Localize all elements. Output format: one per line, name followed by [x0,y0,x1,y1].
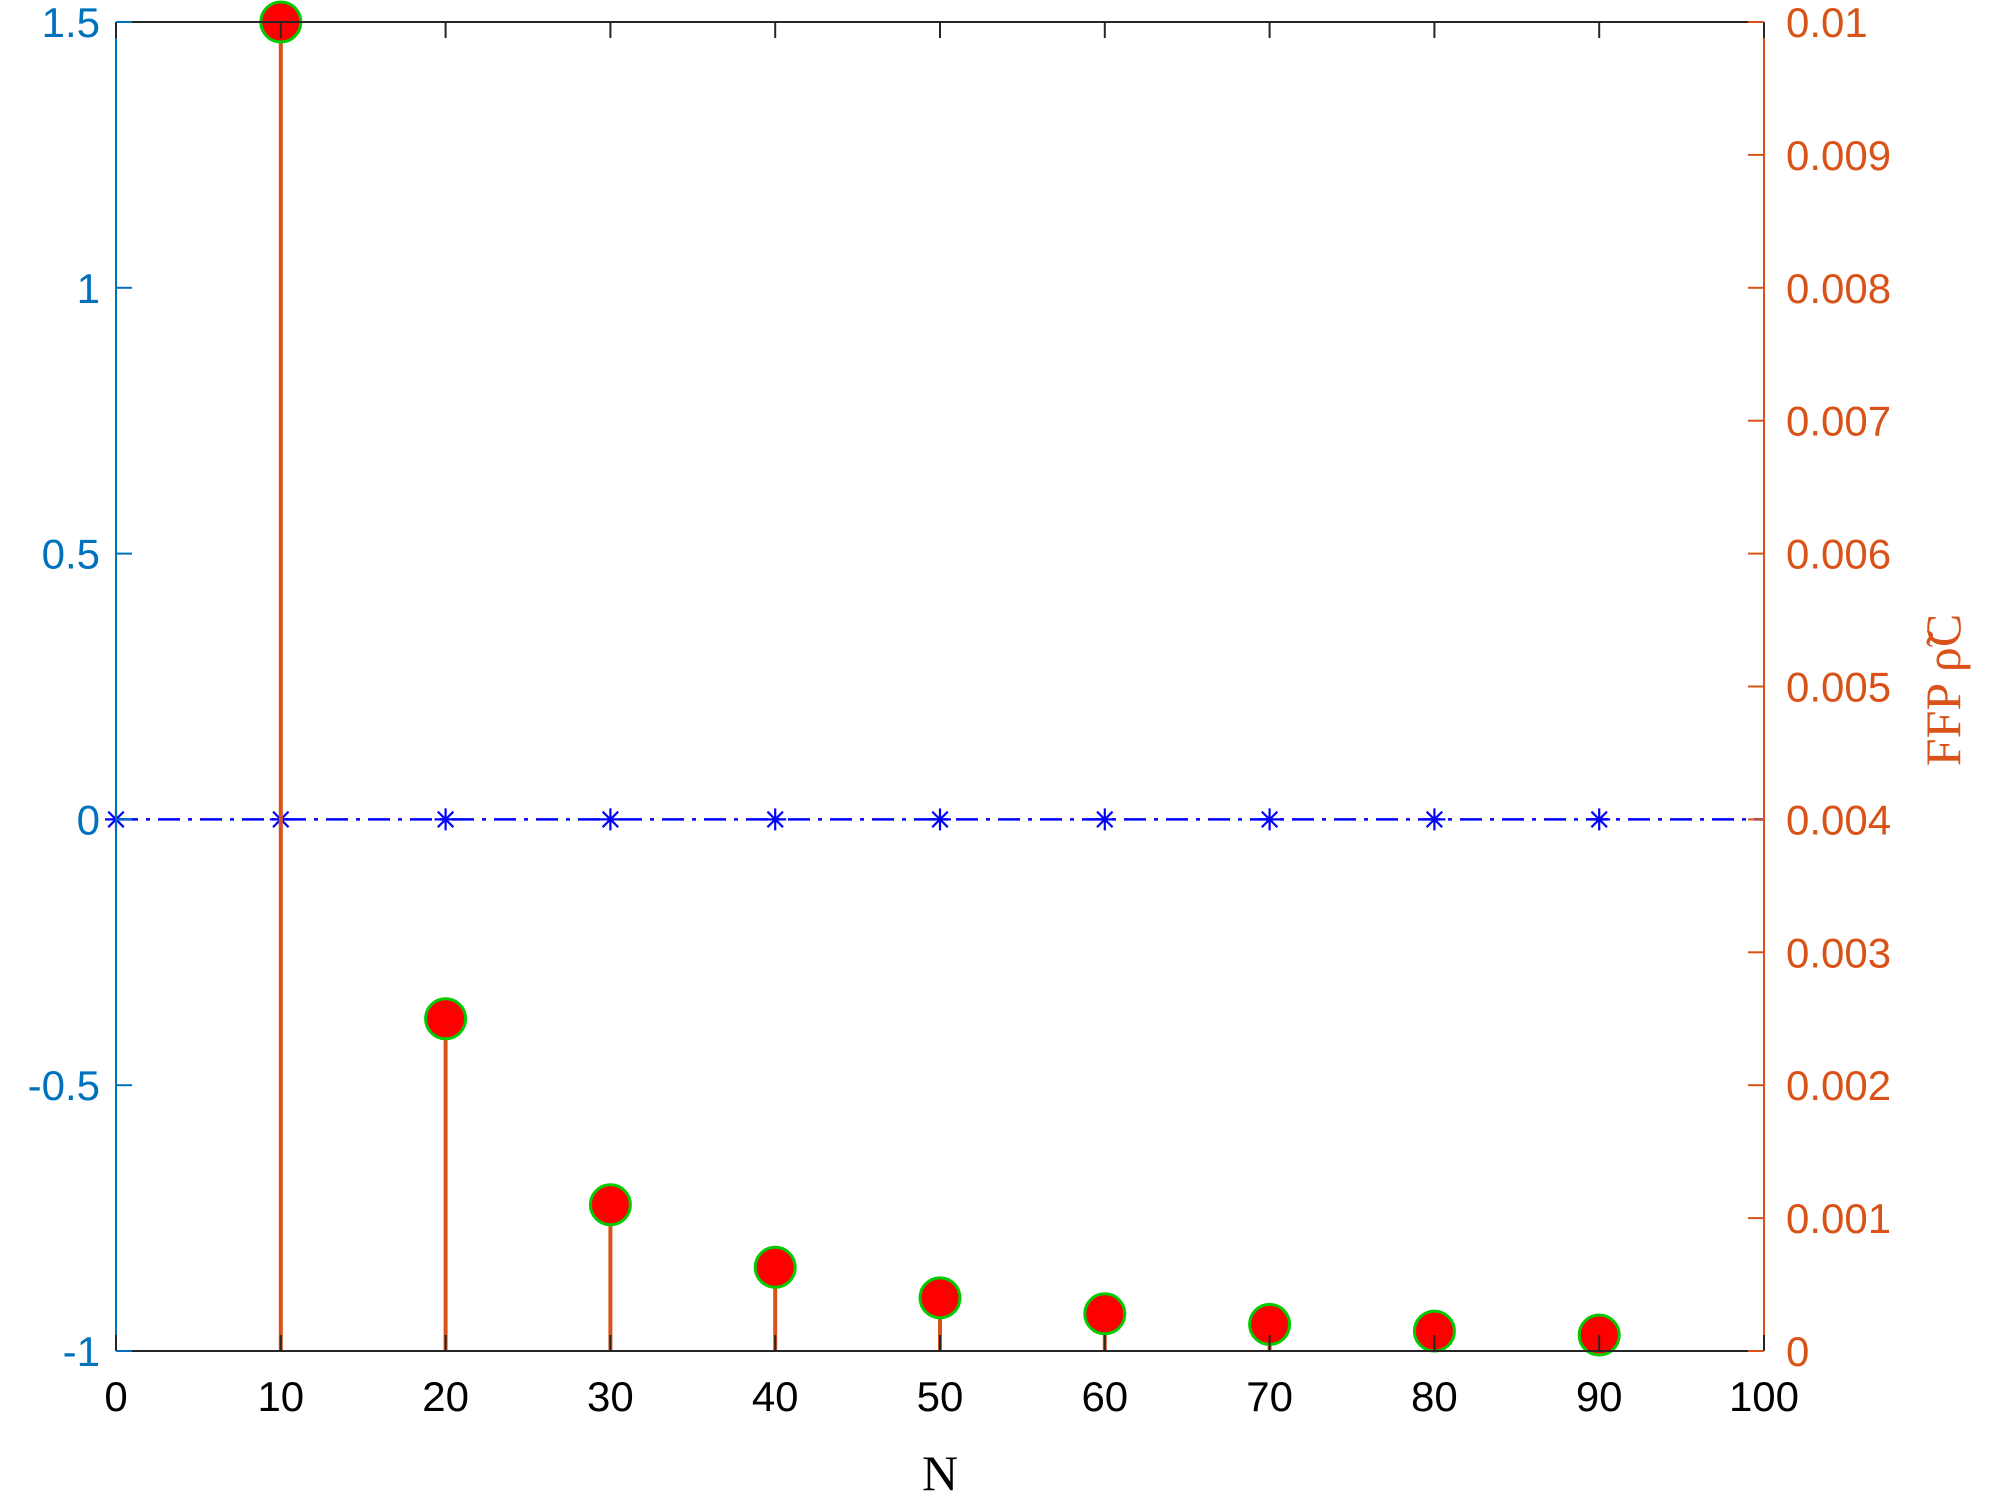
right-axis-label-text: FFP ρ̃C [1915,614,1971,766]
right-tick-label: 0.002 [1786,1062,1891,1109]
right-axis-label: FFP ρ̃C [1915,614,1971,766]
blue-asterisk-marker [1258,808,1281,831]
left-tick-label: 1 [77,265,100,312]
x-tick-label: 10 [257,1373,304,1420]
left-tick-label: 0.5 [42,531,100,578]
x-tick-label: 40 [752,1373,799,1420]
x-tick-label: 90 [1576,1373,1623,1420]
x-tick-label: 20 [422,1373,469,1420]
blue-asterisk-stroke [766,810,784,828]
x-tick-label: 0 [104,1373,127,1420]
stem-marker [1083,1292,1127,1336]
right-tick-label: 0.009 [1786,132,1891,179]
blue-asterisk-stroke [437,810,455,828]
blue-asterisk-marker [764,808,787,831]
blue-asterisk-stroke [1425,810,1443,828]
blue-asterisk-stroke [601,810,619,828]
right-tick-label: 0 [1786,1328,1809,1375]
right-tick-label: 0.006 [1786,531,1891,578]
right-tick-label: 0.008 [1786,265,1891,312]
blue-asterisk-marker [1423,808,1446,831]
stem-marker [588,1183,632,1227]
plot-area [116,22,1764,1351]
blue-asterisk-marker [929,808,951,831]
blue-asterisk-marker [434,808,457,831]
blue-asterisk-stroke [1590,810,1608,828]
left-tick-label: 1.5 [42,0,100,46]
x-tick-label: 60 [1081,1373,1128,1420]
left-tick-label: -0.5 [28,1062,100,1109]
x-tick-label: 30 [587,1373,634,1420]
stem-marker [424,997,468,1041]
blue-asterisk-marker [1588,808,1611,831]
x-tick-label: 80 [1411,1373,1458,1420]
blue-asterisk-stroke [931,810,949,828]
blue-asterisk-marker [599,808,622,831]
blue-asterisk-stroke [1261,810,1279,828]
left-tick-label: 0 [77,796,100,843]
right-tick-label: 0.005 [1786,664,1891,711]
stem-marker [918,1276,962,1320]
x-tick-label: 70 [1246,1373,1293,1420]
right-tick-label: 0.004 [1786,796,1891,843]
blue-asterisk-marker [1093,808,1116,831]
right-tick-label: 0.01 [1786,0,1868,46]
x-tick-label: 50 [917,1373,964,1420]
blue-asterisk-stroke [1096,810,1114,828]
x-axis-label: N [922,1445,958,1498]
right-tick-label: 0.001 [1786,1195,1891,1242]
x-tick-label: 100 [1729,1373,1799,1420]
stem-marker [753,1245,797,1289]
right-tick-label: 0.007 [1786,398,1891,445]
right-tick-label: 0.003 [1786,929,1891,976]
left-tick-label: -1 [63,1328,100,1375]
